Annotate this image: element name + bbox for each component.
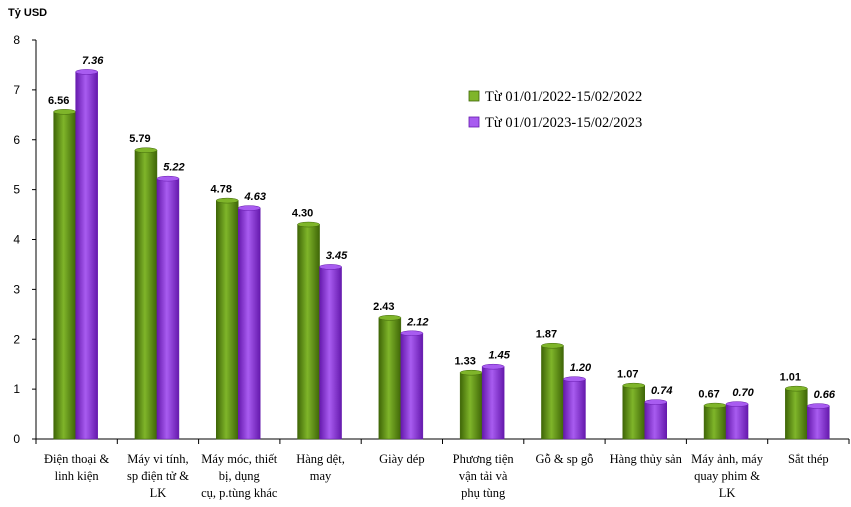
bar — [644, 401, 667, 440]
bar — [622, 385, 645, 440]
data-label: 1.87 — [536, 329, 557, 341]
data-label: 2.43 — [373, 301, 394, 313]
legend-label: Từ 01/01/2023-15/02/2023 — [485, 115, 642, 131]
bar — [53, 111, 76, 440]
data-label: 0.66 — [814, 389, 836, 401]
bar-cap — [459, 369, 483, 376]
category-label: linh kiện — [55, 469, 100, 483]
category-label: bị, dụng — [219, 469, 261, 483]
bar — [297, 224, 320, 440]
bar — [216, 200, 239, 440]
data-label: 2.12 — [406, 316, 428, 328]
data-label: 1.01 — [780, 372, 801, 384]
bar — [785, 388, 808, 440]
bar — [75, 71, 98, 440]
bar — [378, 317, 402, 440]
data-label: 1.20 — [570, 362, 592, 374]
category-label: sp điện tử & — [127, 469, 189, 483]
category-label: Điện thoại & — [44, 452, 110, 466]
bars: 6.56 7.36 5.79 5.22 4.78 4.63 4.30 3.45 2.43 2.12… — [48, 55, 836, 440]
category-label: may — [310, 469, 332, 483]
legend-label: Từ 01/01/2022-15/02/2022 — [485, 89, 642, 105]
bar — [156, 178, 180, 440]
category-label: Phương tiện — [453, 452, 515, 466]
data-label: 0.70 — [732, 387, 754, 399]
category-label: Máy móc, thiết — [201, 452, 278, 466]
bar-cap — [725, 401, 749, 407]
y-tick-label: 2 — [13, 332, 20, 346]
category-label: Máy vi tính, — [127, 452, 188, 466]
category-label: LK — [150, 486, 167, 500]
category-labels: Điện thoại & linh kiện Máy vi tính, sp điện… — [44, 452, 829, 500]
data-label: 5.79 — [129, 133, 150, 145]
category-label: Hàng thủy sản — [610, 452, 683, 466]
bar-cap — [319, 264, 342, 270]
bar — [134, 149, 158, 440]
category-label: LK — [719, 486, 736, 500]
bar-cap — [807, 403, 830, 409]
legend-swatch — [468, 90, 480, 102]
data-label: 0.67 — [698, 389, 719, 401]
bar-cap — [378, 315, 402, 321]
bar — [725, 403, 749, 440]
bar — [459, 372, 483, 440]
category-label: phụ tùng — [461, 486, 506, 500]
category-label: quay phim & — [694, 469, 760, 483]
data-label: 6.56 — [48, 95, 69, 107]
legend: Từ 01/01/2022-15/02/2022 Từ 01/01/2023-15… — [468, 89, 642, 131]
data-label: 1.33 — [454, 356, 475, 368]
data-label: 7.36 — [82, 55, 104, 67]
data-label: 5.22 — [163, 162, 184, 174]
bar — [400, 333, 424, 440]
y-tick-label: 4 — [13, 233, 20, 247]
y-tick-label: 8 — [13, 33, 20, 47]
bar — [563, 378, 586, 440]
bar-cap — [216, 197, 239, 204]
data-label: 3.45 — [326, 250, 348, 262]
y-tick-label: 6 — [13, 133, 20, 147]
bar — [238, 207, 261, 440]
data-label: 4.30 — [292, 208, 313, 220]
category-label: cụ, p.tùng khác — [201, 486, 278, 500]
category-label: Gỗ & sp gỗ — [535, 452, 593, 466]
bar-cap — [785, 385, 808, 392]
data-label: 4.78 — [211, 184, 232, 196]
bar-cap — [644, 399, 667, 405]
y-tick-label: 5 — [13, 183, 20, 197]
data-label: 0.74 — [651, 385, 672, 397]
y-tick-label: 7 — [13, 83, 20, 97]
y-tick-label: 1 — [13, 382, 20, 396]
bar — [703, 405, 727, 440]
bar-cap — [156, 175, 180, 182]
category-label: Sắt thép — [788, 452, 829, 466]
bar-cap — [400, 330, 424, 337]
y-axis-label: Tỷ USD — [8, 7, 47, 19]
bar-cap — [53, 109, 76, 115]
bar — [481, 366, 505, 440]
bar-cap — [481, 363, 505, 370]
bar — [319, 266, 342, 440]
y-tick-label: 0 — [13, 432, 20, 446]
data-label: 4.63 — [244, 191, 266, 203]
bar-cap — [541, 342, 564, 349]
legend-swatch — [468, 116, 480, 128]
category-label: vận tải và — [459, 469, 508, 483]
y-tick-label: 3 — [13, 282, 20, 296]
data-label: 1.45 — [488, 350, 510, 362]
category-label: Máy ảnh, máy — [691, 452, 764, 466]
bar — [541, 345, 564, 440]
bar-cap — [75, 69, 98, 75]
bar-cap — [622, 382, 645, 389]
bar-cap — [134, 147, 158, 153]
bar — [807, 405, 830, 440]
bar-cap — [563, 376, 586, 382]
bar-cap — [297, 221, 320, 228]
category-label: Hàng dệt, — [296, 452, 345, 466]
bar-cap — [238, 205, 261, 211]
data-label: 1.07 — [617, 369, 638, 381]
category-label: Giày dép — [379, 452, 424, 466]
bar-cap — [703, 402, 727, 409]
